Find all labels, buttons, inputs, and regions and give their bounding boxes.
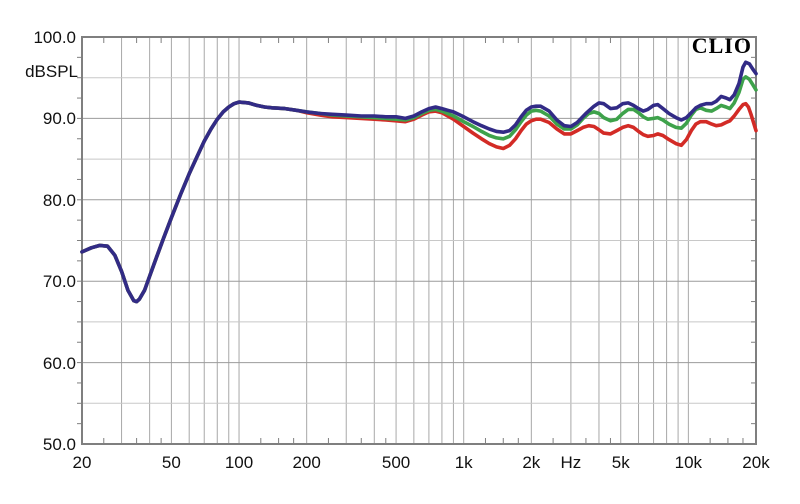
plot-border: [81, 36, 757, 445]
y-tick-label: 60.0: [42, 353, 76, 373]
x-tick-label: 2k: [522, 453, 541, 472]
x-tick-label: 200: [292, 453, 321, 472]
y-axis-unit-label: dBSPL: [25, 62, 78, 81]
x-tick-label: 10k: [674, 453, 703, 472]
x-tick-label: 1k: [454, 453, 473, 472]
x-tick-label: 50: [161, 453, 181, 472]
x-tick-label: 100: [224, 453, 254, 472]
y-tick-label: 80.0: [42, 190, 76, 210]
x-axis-unit-label: Hz: [560, 453, 582, 472]
curve-series-blue: [80, 60, 758, 304]
x-tick-label: 20k: [742, 453, 770, 472]
curve-series-red: [80, 100, 758, 304]
x-tick-label: 20: [72, 453, 92, 472]
x-tick-label: 500: [381, 453, 411, 472]
horizontal-gridlines: [82, 77, 756, 404]
x-tick-label: 5k: [611, 453, 630, 472]
y-tick-label: 100.0: [33, 28, 76, 47]
y-tick-label: 70.0: [42, 272, 76, 292]
y-tick-label: 90.0: [42, 109, 76, 129]
clio-brand-label: CLIO: [691, 33, 752, 58]
y-tick-label: 50.0: [42, 435, 76, 454]
